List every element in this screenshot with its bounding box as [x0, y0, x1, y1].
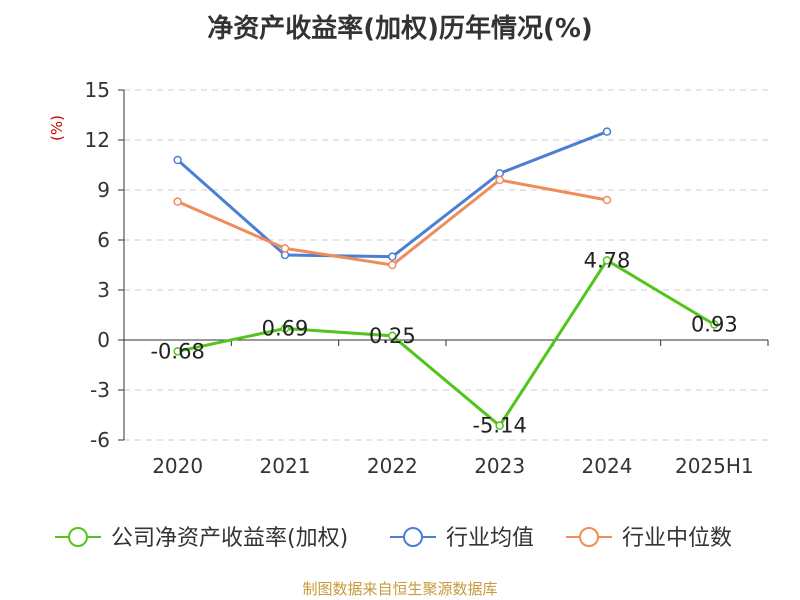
series-point-0 [280, 324, 290, 333]
series-point-1 [173, 155, 182, 165]
x-tick-label: 2024 [582, 454, 633, 478]
data-label: -0.68 [150, 339, 204, 363]
series-point-0 [173, 347, 182, 356]
x-tick-label: 2020 [152, 454, 203, 478]
y-tick-label: 12 [85, 128, 110, 152]
y-tick-label: -6 [90, 428, 110, 452]
data-label: 0.69 [262, 317, 309, 341]
legend-item-1: 行业均值 [390, 526, 534, 551]
legend-item-0: 公司净资产收益率(加权) [55, 526, 348, 551]
source-note: 制图数据来自恒生聚源数据库 [302, 580, 498, 598]
legend-label: 公司净资产收益率(加权) [111, 526, 348, 551]
series-point-2 [495, 175, 504, 185]
series-line-2 [177, 178, 608, 267]
legend-label: 行业均值 [446, 526, 534, 551]
legend-marker [403, 527, 423, 547]
chart-title: 净资产收益率(加权)历年情况(%) [207, 14, 593, 44]
series-line-1 [176, 130, 608, 259]
series-point-0 [495, 421, 504, 430]
series-point-2 [602, 195, 612, 205]
x-tick-label: 2025H1 [675, 454, 754, 478]
y-tick-label: 9 [97, 178, 110, 202]
data-label: 4.78 [584, 248, 631, 272]
y-tick-label: 15 [85, 78, 110, 102]
series-point-0 [710, 320, 719, 329]
series-point-1 [388, 252, 397, 261]
legend-marker [68, 527, 88, 547]
series-point-0 [388, 331, 397, 341]
series-point-0 [602, 256, 612, 265]
legend-marker [579, 527, 599, 547]
x-tick-label: 2023 [474, 454, 525, 478]
data-label: -5.14 [472, 414, 526, 438]
legend-label: 行业中位数 [622, 526, 732, 551]
series-point-2 [280, 244, 290, 253]
series-point-2 [173, 197, 182, 206]
x-tick-label: 2021 [260, 454, 311, 478]
series-point-2 [388, 260, 397, 270]
y-tick-label: 3 [97, 278, 110, 302]
data-labels: -0.68 0.69 0.25 -5.14 4.78 0.93 [150, 248, 737, 437]
series-lines [173, 127, 719, 430]
legend-item-2: 行业中位数 [566, 526, 732, 551]
series-point-1 [602, 127, 612, 136]
y-tick-label: 0 [97, 328, 110, 352]
y-tick-label: 6 [97, 228, 110, 252]
grid-lines [124, 89, 768, 441]
axes: 15 12 9 6 3 0 -3 -6 2020 2021 2022 2023 2024 2025H1 [85, 78, 769, 478]
y-axis-label: (%) [48, 115, 66, 141]
series-line-0 [177, 258, 716, 428]
data-label: 0.93 [691, 313, 738, 337]
x-tick-label: 2022 [367, 454, 418, 478]
data-label: 0.25 [369, 324, 416, 348]
legend: 公司净资产收益率(加权) 行业均值 行业中位数 [55, 526, 732, 551]
y-tick-label: -3 [90, 378, 110, 402]
